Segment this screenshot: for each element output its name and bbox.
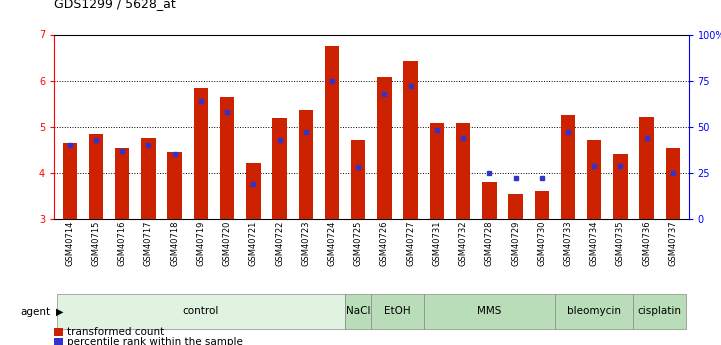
Bar: [89, 134, 103, 219]
Text: GSM40728: GSM40728: [485, 220, 494, 266]
Bar: [246, 163, 260, 219]
Text: GSM40723: GSM40723: [301, 220, 310, 266]
Text: GSM40730: GSM40730: [537, 220, 547, 266]
Bar: [456, 123, 470, 219]
Text: GSM40720: GSM40720: [223, 220, 231, 266]
Bar: [482, 182, 497, 219]
Text: percentile rank within the sample: percentile rank within the sample: [67, 337, 243, 345]
Text: GSM40722: GSM40722: [275, 220, 284, 266]
Bar: [377, 77, 392, 219]
Bar: [665, 148, 680, 219]
Text: transformed count: transformed count: [67, 327, 164, 337]
FancyBboxPatch shape: [424, 294, 555, 329]
Text: GSM40727: GSM40727: [406, 220, 415, 266]
Text: agent: agent: [20, 307, 50, 316]
Text: GSM40735: GSM40735: [616, 220, 625, 266]
Bar: [141, 138, 156, 219]
Text: GSM40729: GSM40729: [511, 220, 520, 266]
Text: NaCl: NaCl: [346, 306, 371, 316]
Bar: [167, 152, 182, 219]
Bar: [273, 118, 287, 219]
FancyBboxPatch shape: [345, 294, 371, 329]
Bar: [640, 117, 654, 219]
Text: control: control: [182, 306, 219, 316]
FancyBboxPatch shape: [57, 294, 345, 329]
Text: GSM40716: GSM40716: [118, 220, 127, 266]
Text: GSM40732: GSM40732: [459, 220, 468, 266]
Bar: [404, 61, 418, 219]
Text: GSM40733: GSM40733: [563, 220, 572, 266]
Bar: [298, 110, 313, 219]
Text: GDS1299 / 5628_at: GDS1299 / 5628_at: [54, 0, 176, 10]
FancyBboxPatch shape: [371, 294, 424, 329]
Bar: [194, 88, 208, 219]
Text: ▶: ▶: [56, 307, 63, 316]
Bar: [508, 194, 523, 219]
Text: cisplatin: cisplatin: [637, 306, 682, 316]
Text: GSM40731: GSM40731: [433, 220, 441, 266]
Bar: [587, 140, 601, 219]
FancyBboxPatch shape: [634, 294, 686, 329]
Bar: [613, 154, 627, 219]
Text: GSM40736: GSM40736: [642, 220, 651, 266]
Bar: [561, 115, 575, 219]
Bar: [430, 123, 444, 219]
Text: bleomycin: bleomycin: [567, 306, 622, 316]
Text: GSM40725: GSM40725: [354, 220, 363, 266]
Text: GSM40726: GSM40726: [380, 220, 389, 266]
Bar: [115, 148, 130, 219]
Bar: [63, 143, 77, 219]
Text: GSM40737: GSM40737: [668, 220, 677, 266]
Text: GSM40721: GSM40721: [249, 220, 258, 266]
Text: GSM40724: GSM40724: [327, 220, 337, 266]
Bar: [220, 97, 234, 219]
Text: GSM40715: GSM40715: [92, 220, 100, 266]
Text: GSM40714: GSM40714: [66, 220, 74, 266]
FancyBboxPatch shape: [555, 294, 634, 329]
Bar: [534, 191, 549, 219]
Bar: [351, 140, 366, 219]
Text: EtOH: EtOH: [384, 306, 411, 316]
Text: MMS: MMS: [477, 306, 502, 316]
Bar: [324, 46, 339, 219]
Text: GSM40717: GSM40717: [144, 220, 153, 266]
Text: GSM40718: GSM40718: [170, 220, 180, 266]
Text: GSM40734: GSM40734: [590, 220, 598, 266]
Text: GSM40719: GSM40719: [196, 220, 205, 266]
